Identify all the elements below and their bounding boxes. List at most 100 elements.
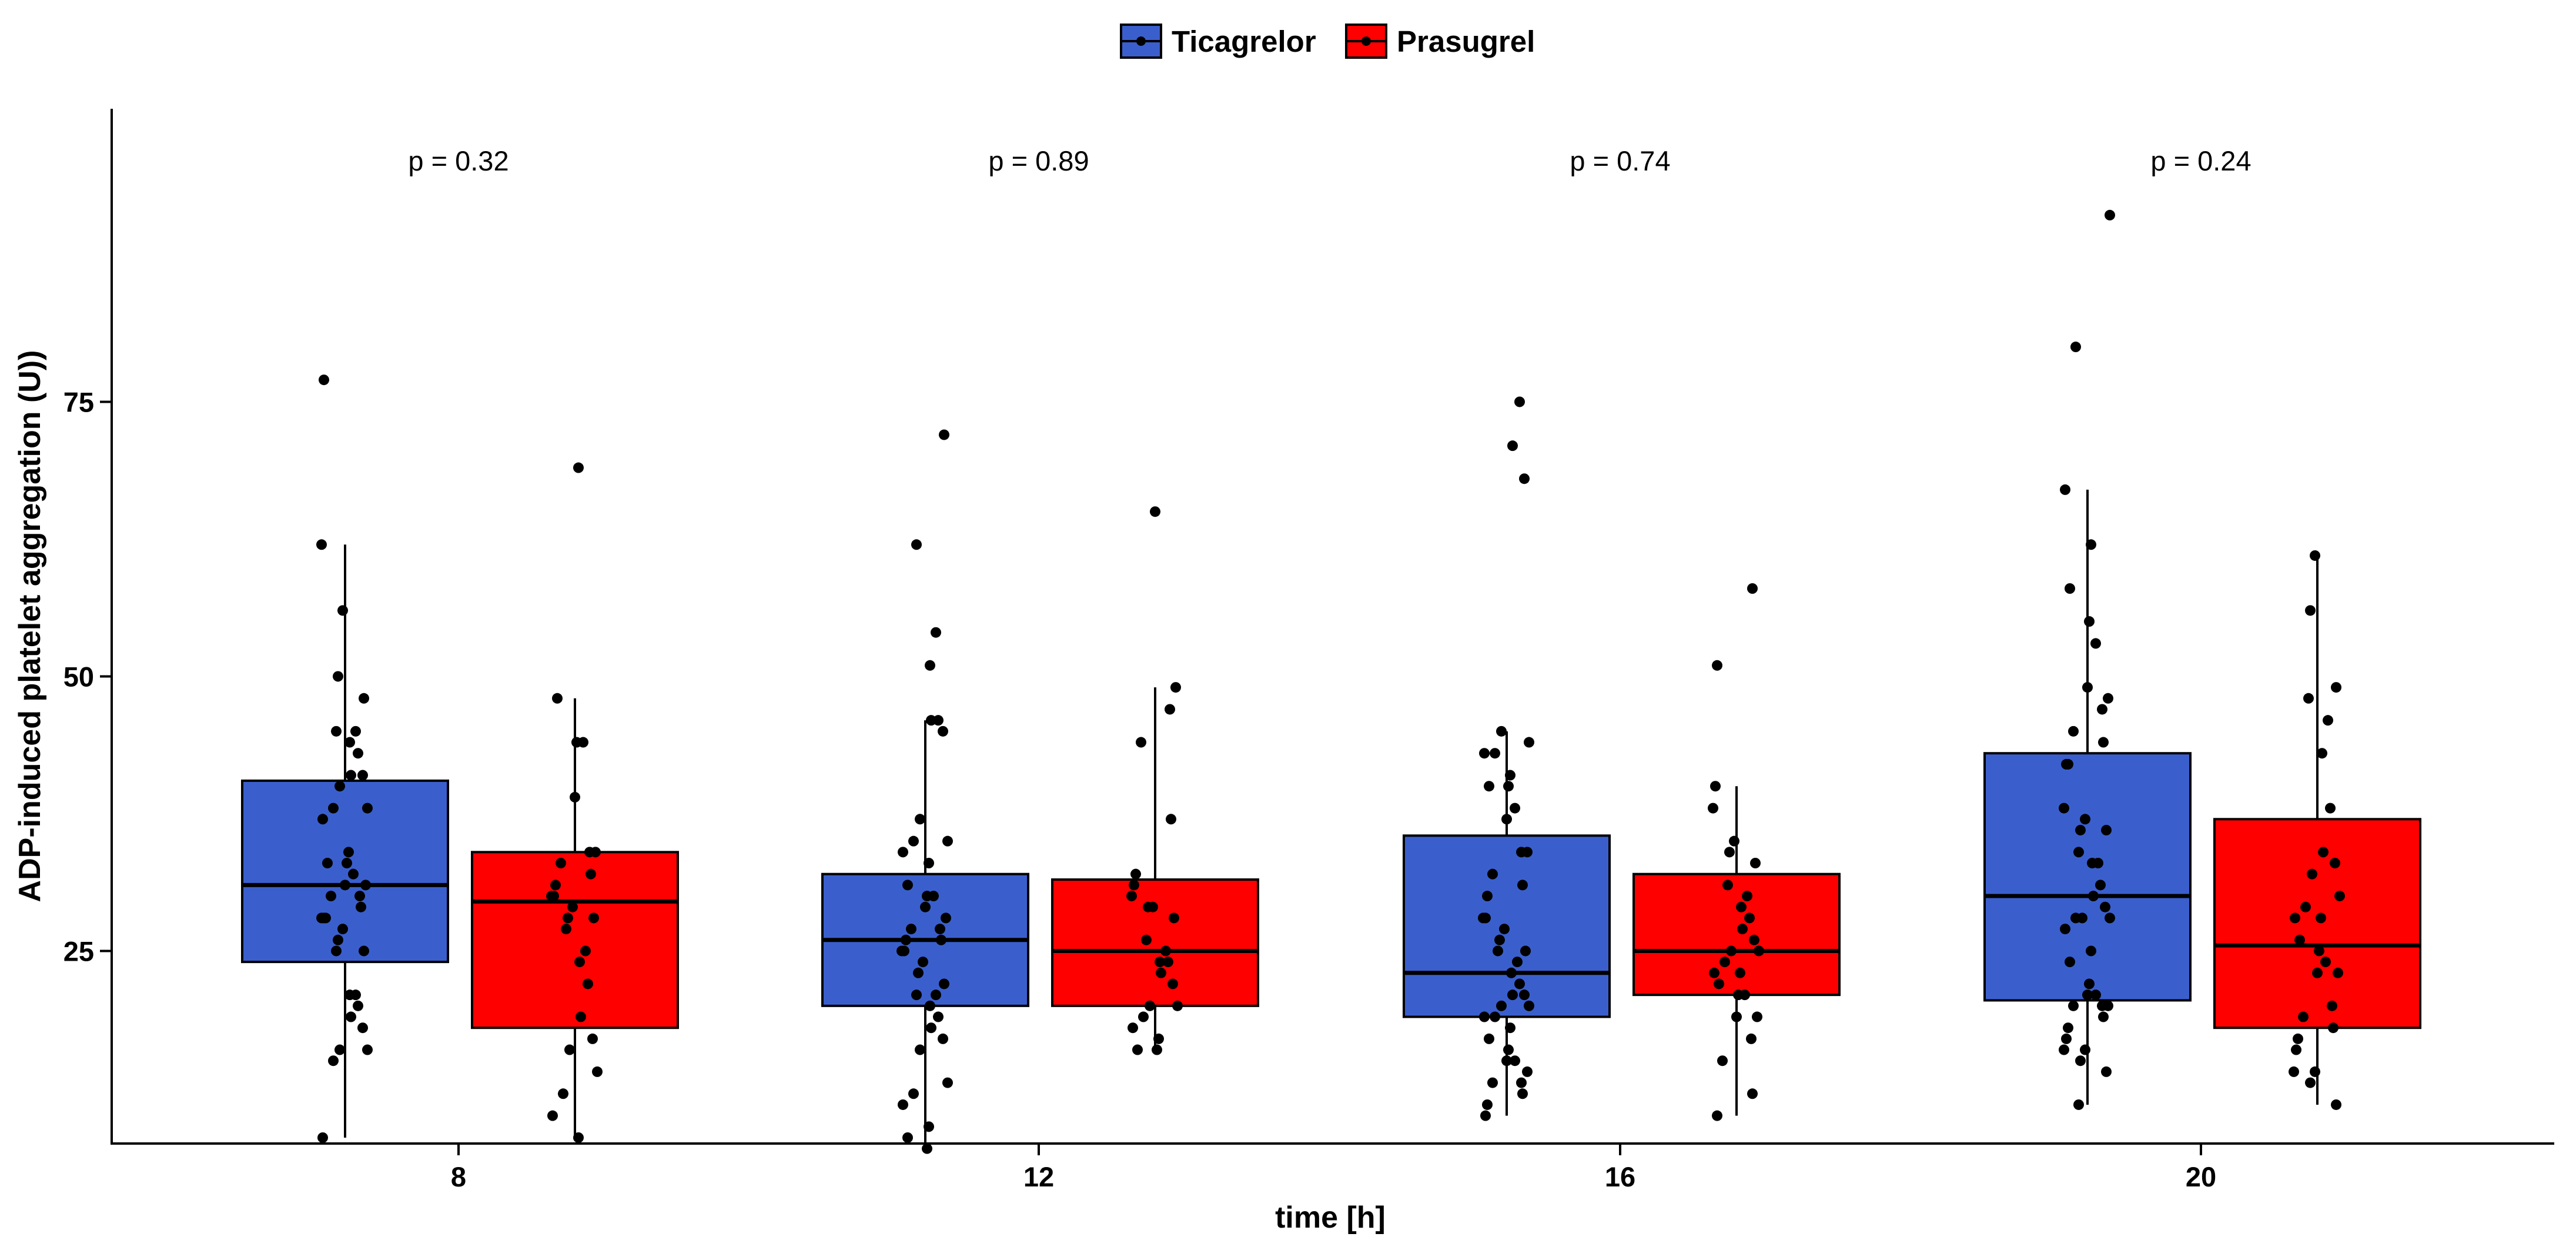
data-point-ticagrelor-8h: [356, 901, 366, 912]
data-point-ticagrelor-20h: [2068, 1000, 2079, 1011]
data-point-prasugrel-12h: [1169, 912, 1179, 924]
data-point-ticagrelor-12h: [931, 989, 941, 1001]
data-point-prasugrel-12h: [1130, 868, 1141, 880]
data-point-ticagrelor-16h: [1479, 748, 1490, 759]
data-point-prasugrel-8h: [567, 901, 578, 912]
y-axis-title: ADP-induced platelet aggregation (U)): [13, 350, 47, 902]
box-prasugrel-8h: [471, 851, 679, 1029]
data-point-ticagrelor-20h: [2101, 1066, 2112, 1077]
legend-label-ticagrelor: Ticagrelor: [1172, 25, 1316, 58]
data-point-ticagrelor-8h: [317, 814, 328, 825]
data-point-ticagrelor-16h: [1482, 1099, 1493, 1110]
data-point-ticagrelor-20h: [2098, 1011, 2109, 1022]
data-point-ticagrelor-20h: [2090, 989, 2101, 1001]
box-group-ticagrelor-12h: [821, 429, 1029, 1154]
data-point-prasugrel-20h: [2290, 912, 2300, 924]
data-point-prasugrel-20h: [2320, 957, 2331, 968]
data-point-ticagrelor-8h: [337, 605, 348, 616]
data-point-ticagrelor-12h: [942, 835, 953, 847]
data-point-ticagrelor-12h: [920, 901, 931, 912]
data-point-prasugrel-12h: [1132, 1044, 1143, 1055]
data-point-prasugrel-12h: [1156, 967, 1166, 978]
data-point-prasugrel-12h: [1141, 934, 1152, 945]
data-point-ticagrelor-8h: [337, 924, 348, 935]
data-point-prasugrel-8h: [558, 1088, 568, 1099]
data-point-ticagrelor-12h: [913, 967, 924, 978]
x-axis-ticks: 8 12 16 20: [451, 1144, 2216, 1192]
data-point-prasugrel-12h: [1150, 506, 1160, 517]
data-point-ticagrelor-12h: [922, 1143, 932, 1154]
data-point-ticagrelor-8h: [331, 945, 342, 957]
data-point-prasugrel-20h: [2331, 1099, 2341, 1110]
data-point-ticagrelor-12h: [911, 989, 922, 1001]
data-point-ticagrelor-16h: [1512, 957, 1523, 968]
data-point-ticagrelor-20h: [2084, 616, 2095, 627]
data-point-ticagrelor-20h: [2061, 758, 2072, 770]
data-point-ticagrelor-20h: [2090, 638, 2101, 649]
data-point-prasugrel-8h: [578, 737, 588, 748]
legend-label-prasugrel: Prasugrel: [1397, 25, 1535, 58]
data-point-ticagrelor-12h: [901, 934, 911, 945]
data-point-ticagrelor-20h: [2068, 726, 2079, 737]
data-point-ticagrelor-20h: [2105, 912, 2115, 924]
data-point-ticagrelor-8h: [357, 770, 368, 781]
data-point-ticagrelor-12h: [931, 627, 941, 638]
data-point-prasugrel-16h: [1710, 781, 1721, 792]
data-point-ticagrelor-20h: [2073, 847, 2084, 858]
data-point-ticagrelor-16h: [1524, 1000, 1534, 1011]
data-point-ticagrelor-20h: [2073, 1099, 2084, 1110]
data-point-prasugrel-20h: [2314, 945, 2324, 957]
data-point-prasugrel-8h: [552, 693, 563, 704]
data-point-prasugrel-16h: [1739, 989, 1750, 1001]
box-group-ticagrelor-16h: [1403, 396, 1611, 1121]
data-point-ticagrelor-8h: [343, 847, 354, 858]
data-point-prasugrel-20h: [2312, 967, 2323, 978]
data-point-ticagrelor-12h: [902, 880, 913, 891]
data-point-ticagrelor-8h: [344, 737, 355, 748]
data-point-ticagrelor-20h: [2065, 583, 2075, 594]
data-point-ticagrelor-16h: [1499, 924, 1510, 935]
data-point-prasugrel-8h: [583, 978, 593, 989]
data-point-ticagrelor-8h: [362, 803, 373, 814]
data-point-ticagrelor-20h: [2101, 824, 2112, 835]
data-point-ticagrelor-12h: [926, 715, 936, 726]
data-point-prasugrel-8h: [587, 1033, 598, 1044]
data-point-prasugrel-12h: [1136, 737, 1146, 748]
data-point-ticagrelor-20h: [2065, 957, 2075, 968]
data-point-prasugrel-16h: [1717, 1055, 1728, 1067]
legend: Ticagrelor Prasugrel: [1120, 24, 1535, 59]
data-point-ticagrelor-16h: [1516, 847, 1527, 858]
data-point-prasugrel-20h: [2294, 934, 2305, 945]
data-point-ticagrelor-16h: [1514, 396, 1525, 407]
data-point-prasugrel-16h: [1747, 1088, 1758, 1099]
data-point-ticagrelor-20h: [2100, 901, 2110, 912]
data-point-prasugrel-20h: [2325, 803, 2336, 814]
data-point-ticagrelor-8h: [348, 868, 359, 880]
data-point-ticagrelor-16h: [1520, 945, 1531, 957]
data-point-ticagrelor-8h: [353, 748, 363, 759]
data-point-ticagrelor-20h: [2075, 1055, 2086, 1067]
data-point-ticagrelor-16h: [1517, 1088, 1528, 1099]
data-point-ticagrelor-16h: [1478, 912, 1488, 924]
data-point-ticagrelor-12h: [918, 957, 928, 968]
x-tick-label-8: 8: [451, 1161, 466, 1192]
data-point-ticagrelor-8h: [350, 726, 361, 737]
data-point-ticagrelor-20h: [2088, 891, 2099, 902]
data-point-ticagrelor-16h: [1510, 1055, 1520, 1067]
data-point-prasugrel-12h: [1129, 880, 1139, 891]
data-point-ticagrelor-16h: [1496, 726, 1507, 737]
data-point-ticagrelor-20h: [2060, 924, 2070, 935]
data-point-ticagrelor-16h: [1501, 1055, 1512, 1067]
data-point-prasugrel-16h: [1714, 978, 1724, 989]
data-point-ticagrelor-8h: [359, 945, 369, 957]
data-point-prasugrel-8h: [576, 1011, 586, 1022]
data-point-ticagrelor-20h: [2097, 1000, 2107, 1011]
data-point-prasugrel-12h: [1170, 682, 1181, 693]
data-point-prasugrel-16h: [1712, 660, 1722, 671]
data-point-prasugrel-12h: [1153, 1033, 1164, 1044]
data-point-prasugrel-12h: [1155, 957, 1165, 968]
data-point-prasugrel-16h: [1709, 967, 1719, 978]
data-point-ticagrelor-20h: [2061, 1033, 2072, 1044]
